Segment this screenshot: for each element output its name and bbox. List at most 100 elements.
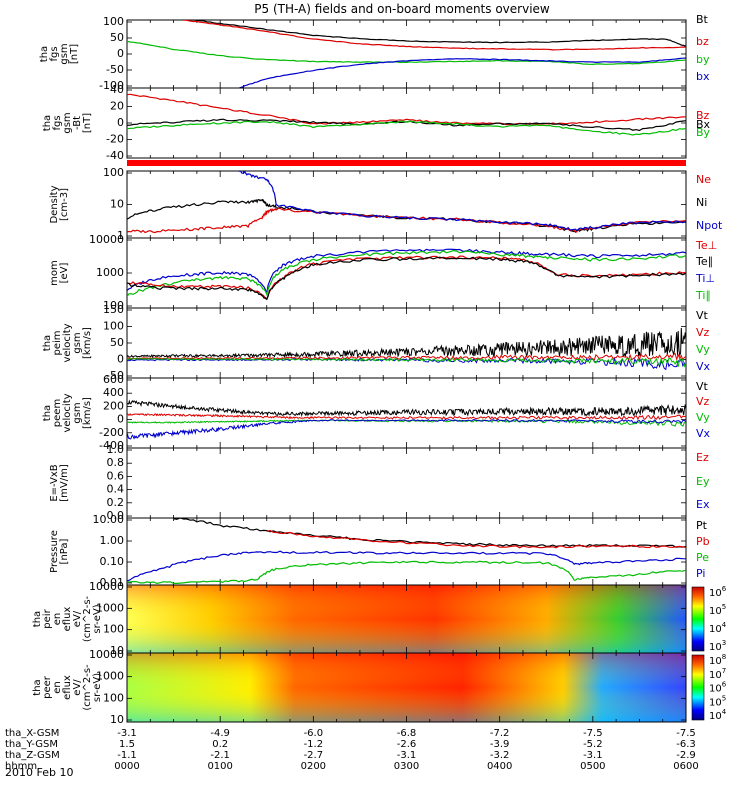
legend-Bt: Bt [696, 13, 709, 26]
ytick-label: -40 [106, 149, 124, 162]
orbit-value: -6.0 [304, 728, 324, 739]
ytick-label: 0 [117, 47, 124, 60]
series-Ti∥ [127, 249, 686, 297]
panel-p9: 106 105 104 103 10000 1000 100 10 tha peir en eflux… [32, 580, 727, 657]
ylabel-line: [nT] [82, 113, 93, 133]
series-Npot [238, 171, 686, 232]
ylabel-line: eflux [62, 607, 73, 632]
ephemeris-strip [127, 160, 686, 166]
series-Vt [127, 399, 686, 418]
ytick-label: 1 [117, 229, 124, 242]
ytick-label: 10000 [89, 648, 124, 661]
series-Te∥ [127, 256, 686, 301]
orbit-value: -2.6 [397, 739, 417, 750]
ylabel-line: gsm [59, 43, 70, 64]
orbit-row-label: tha_X-GSM [5, 728, 59, 739]
legend-Ne: Ne [696, 173, 711, 186]
ytick-label: 0.2 [107, 496, 125, 509]
ylabel-line: tha [42, 335, 53, 351]
series-Bx [127, 118, 686, 132]
legend-Pt: Pt [696, 519, 708, 532]
panel-frame [126, 87, 687, 159]
date-label: 2010 Feb 10 [5, 766, 73, 779]
panel-p4: 10000 1000 100 mom [eV] Te⊥ Te∥ Ti⊥ Ti∥ [49, 233, 717, 312]
orbit-value: -3.2 [490, 750, 510, 761]
ytick-label: -100 [99, 79, 124, 92]
orbit-value: 1.5 [119, 739, 135, 750]
orbit-value: -6.8 [397, 728, 417, 739]
ylabel-line: [mV/m] [59, 464, 70, 502]
legend-Te⊥: Te⊥ [695, 239, 717, 252]
figure-title: P5 (TH-A) fields and on-board moments ov… [254, 2, 550, 16]
ylabel-line: mom [49, 260, 60, 286]
orbit-value: -2.7 [304, 750, 324, 761]
series-Ni [127, 198, 686, 233]
series-Ne [127, 207, 686, 234]
colorbar-label: 106 [709, 585, 727, 599]
orbit-value: -2.1 [210, 750, 230, 761]
legend-Bz: Bz [696, 109, 710, 122]
orbit-value: -1.1 [117, 750, 137, 761]
ytick-label: 100 [103, 623, 124, 636]
ytick-label: 600 [103, 373, 124, 386]
legend-Te∥: Te∥ [695, 255, 713, 268]
legend-Vy: Vy [696, 343, 710, 356]
ytick-label: 200 [103, 399, 124, 412]
series-Vx [127, 418, 686, 440]
panel-p5: 150 100 50 0 -50 tha peim velocity gsm [km/s] Vt Vz… [42, 303, 711, 382]
ylabel-line: [eV] [59, 263, 70, 284]
ytick-label: 0.10 [100, 555, 125, 568]
series-bx [238, 57, 686, 88]
ytick-label: 40 [110, 83, 124, 96]
ylabel-line: peim [52, 330, 63, 355]
ytick-label: 1000 [96, 601, 124, 614]
orbit-value: -7.2 [490, 728, 510, 739]
legend-Vx: Vx [696, 427, 711, 440]
colorbar-label: 104 [709, 708, 727, 722]
ytick-label: 0.0 [107, 509, 125, 522]
orbit-value: -3.1 [583, 750, 603, 761]
legend-Ni: Ni [696, 196, 707, 209]
legend-Ey: Ey [696, 475, 710, 488]
ytick-label: 0 [117, 413, 124, 426]
orbit-value: -3.9 [490, 739, 510, 750]
orbit-table: tha_X-GSM -3.1 -4.9 -6.0 -6.8 -7.2 -7.5 -7.5 tha… [5, 728, 699, 772]
ylabel-line: eflux [62, 675, 73, 700]
series-Pe [127, 560, 686, 585]
series-Ti⊥ [127, 248, 686, 296]
legend-Pe: Pe [696, 551, 709, 564]
ytick-label: -400 [99, 439, 124, 452]
ylabel-line: (cm^2-s- [82, 664, 93, 711]
orbit-value: 0200 [301, 761, 326, 772]
legend-Vt: Vt [696, 380, 709, 393]
ytick-label: 100 [103, 320, 124, 333]
panel-p7: 1.00.80.60.40.20.0 E=-VxB [mV/m] Ez Ey Ex [49, 443, 710, 522]
series-By [127, 120, 686, 136]
ytick-label: 150 [103, 303, 124, 316]
colorbar-label: 105 [709, 603, 726, 617]
legend-Bx: Bx [696, 118, 711, 131]
colorbar-label: 105 [709, 694, 726, 708]
ylabel-line: en [52, 613, 63, 626]
ytick-label: 50 [110, 31, 124, 44]
ytick-label: 100 [103, 691, 124, 704]
series-Vy [127, 356, 686, 368]
ytick-label: 10 [110, 198, 124, 211]
ytick-label: 1000 [96, 670, 124, 683]
series-bz [182, 20, 686, 51]
ytick-label: 0.8 [107, 456, 125, 469]
series-Vt [127, 327, 686, 359]
ytick-label: -50 [106, 63, 124, 76]
orbit-value: 0400 [487, 761, 512, 772]
ylabel-line: fgs [52, 115, 63, 130]
ylabel-line: tha [42, 405, 53, 421]
panel-frame [126, 517, 687, 586]
legend-Ti∥: Ti∥ [695, 289, 711, 302]
ytick-label: -20 [106, 133, 124, 146]
ylabel-line: sr-eV) [92, 604, 103, 633]
ylabel-line: velocity [62, 393, 73, 432]
